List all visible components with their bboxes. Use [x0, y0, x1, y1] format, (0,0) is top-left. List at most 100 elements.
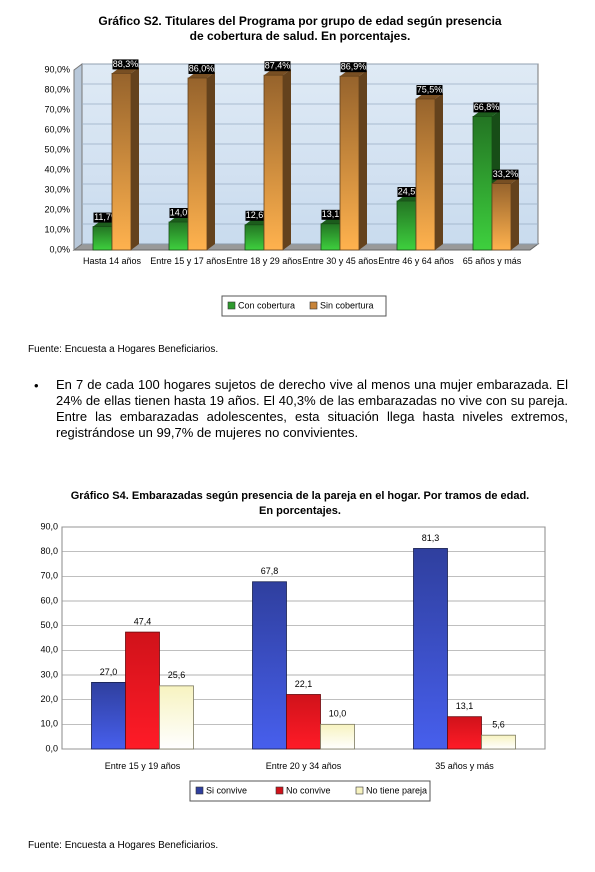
- value-label-bg: [188, 64, 215, 74]
- x-tick-label: 35 años y más: [435, 761, 494, 771]
- value-label-bg: [340, 62, 367, 73]
- x-tick-label: Entre 15 y 17 años: [150, 256, 226, 266]
- bar: [320, 723, 355, 750]
- legend-swatch: [309, 301, 318, 310]
- legend-swatch: [227, 301, 236, 310]
- value-label-bg: [397, 187, 424, 197]
- legend-label: Si convive: [206, 785, 247, 795]
- x-tick-label: Entre 18 y 29 años: [226, 256, 302, 266]
- bar: [187, 77, 208, 251]
- source-note: Fuente: Encuesta a Hogares Beneficiarios…: [28, 344, 219, 355]
- bar: [252, 581, 287, 750]
- x-label-box: Entre 46 y 64 años: [378, 256, 454, 266]
- value-label: 13,1%: [322, 209, 348, 219]
- bar: [481, 734, 516, 750]
- value-label: 75,5%: [417, 84, 443, 94]
- bar: [168, 221, 189, 251]
- y-tick-label: 40,0: [40, 645, 58, 655]
- value-label: 11,7%: [94, 212, 119, 222]
- value-label: 25,6: [168, 670, 186, 680]
- value-label: 86,9%: [341, 62, 367, 72]
- bar: [286, 694, 321, 750]
- legend-label: Con cobertura: [238, 300, 295, 310]
- plot-wall: [81, 63, 539, 245]
- bar: [263, 74, 284, 251]
- x-label-box: 65 años y más: [462, 256, 522, 266]
- bar-side: [435, 93, 443, 250]
- bullet: •: [34, 378, 39, 393]
- x-label-box: Entre 18 y 29 años: [226, 256, 302, 266]
- x-label-box: Entre 15 y 19 años: [104, 761, 181, 771]
- value-label: 67,8: [261, 566, 279, 576]
- value-label: 14,0%: [170, 207, 196, 217]
- y-tick-label: 90,0%: [44, 64, 70, 74]
- value-label: 33,2%: [493, 169, 519, 179]
- bar: [447, 716, 482, 750]
- x-label-box: 35 años y más: [435, 761, 494, 771]
- value-label: 27,0: [100, 667, 118, 677]
- y-tick-label: 40,0%: [44, 164, 70, 174]
- paragraph: En 7 de cada 100 hogares sujetos de dere…: [56, 377, 568, 440]
- bar: [91, 681, 126, 750]
- y-tick-label: 30,0: [40, 669, 58, 679]
- value-label-bg: [93, 212, 120, 223]
- value-label-bg: [473, 102, 500, 113]
- value-label: 5,6: [492, 720, 505, 730]
- y-tick-label: 50,0%: [44, 144, 70, 154]
- value-label-bg: [264, 61, 291, 72]
- bar: [111, 73, 132, 251]
- value-label: 87,4%: [265, 61, 291, 71]
- x-label-box: Hasta 14 años: [83, 256, 141, 266]
- x-tick-label: Entre 15 y 19 años: [104, 761, 181, 771]
- legend-label: Sin cobertura: [320, 300, 374, 310]
- legend-box: [189, 780, 431, 802]
- value-label-bg: [492, 169, 519, 180]
- y-tick-label: 30,0%: [44, 184, 70, 194]
- y-tick-label: 60,0%: [44, 124, 70, 134]
- x-tick-label: Entre 20 y 34 años: [265, 761, 342, 771]
- bar: [244, 224, 265, 251]
- value-label: 22,1: [295, 679, 313, 689]
- chart-title: Gráfico S2. Titulares del Programa por g…: [98, 14, 502, 43]
- plot-floor: [72, 243, 540, 251]
- value-label: 88,3%: [113, 59, 139, 69]
- x-tick-label: Entre 30 y 45 años: [302, 256, 378, 266]
- value-label: 66,8%: [474, 102, 500, 112]
- value-label-bg: [321, 209, 348, 220]
- y-tick-label: 10,0: [40, 719, 58, 729]
- value-label: 12,6%: [246, 210, 272, 220]
- bar: [396, 200, 417, 251]
- y-tick-label: 20,0: [40, 694, 58, 704]
- value-label: 13,1: [456, 701, 474, 711]
- value-label: 24,5%: [398, 186, 424, 196]
- y-tick-label: 90,0: [40, 521, 58, 531]
- bar: [320, 223, 341, 251]
- bar-side: [359, 70, 367, 250]
- legend-box: [221, 295, 387, 317]
- chart-title: Gráfico S4. Embarazadas según presencia …: [70, 490, 530, 517]
- x-label-box: Entre 15 y 17 años: [150, 256, 226, 266]
- value-label-bg: [416, 85, 443, 95]
- y-tick-label: 70,0: [40, 571, 58, 581]
- legend-swatch: [355, 786, 364, 795]
- value-label-bg: [112, 59, 139, 70]
- value-label: 10,0: [329, 709, 347, 719]
- bar-side: [207, 72, 215, 250]
- legend-swatch: [275, 786, 284, 795]
- bar-side: [511, 177, 519, 250]
- value-label: 86,0%: [189, 63, 215, 73]
- plot-side: [73, 63, 83, 251]
- bar: [92, 226, 113, 251]
- value-label-bg: [169, 208, 196, 218]
- bar-side: [131, 67, 139, 251]
- x-tick-label: 65 años y más: [462, 256, 522, 266]
- bar: [491, 183, 512, 251]
- bar-side: [283, 69, 291, 250]
- y-tick-label: 60,0: [40, 595, 58, 605]
- y-tick-label: 80,0: [40, 546, 58, 556]
- legend-label: No convive: [286, 785, 331, 795]
- bar: [472, 116, 493, 251]
- chart: 0,0 10,0 20,0 30,0 40,0 50,0 60,0 70,0 80,0 90,0 E…: [40, 521, 546, 802]
- legend-swatch: [195, 786, 204, 795]
